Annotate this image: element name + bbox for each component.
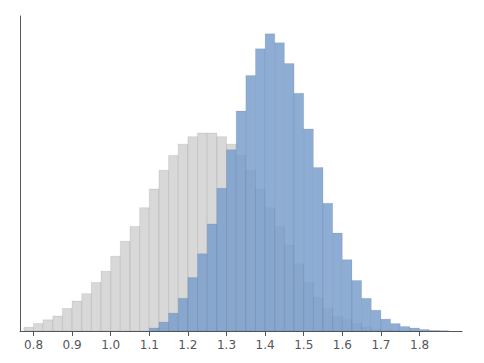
svg-text:1.3: 1.3 bbox=[217, 338, 236, 352]
svg-text:0.9: 0.9 bbox=[63, 338, 82, 352]
svg-text:1.4: 1.4 bbox=[256, 338, 275, 352]
svg-text:1.7: 1.7 bbox=[371, 338, 390, 352]
svg-text:1.1: 1.1 bbox=[140, 338, 159, 352]
svg-text:0.8: 0.8 bbox=[24, 338, 43, 352]
svg-text:1.2: 1.2 bbox=[178, 338, 197, 352]
svg-text:1.0: 1.0 bbox=[101, 338, 120, 352]
svg-text:1.8: 1.8 bbox=[410, 338, 429, 352]
svg-text:1.5: 1.5 bbox=[294, 338, 313, 352]
svg-text:1.6: 1.6 bbox=[333, 338, 352, 352]
